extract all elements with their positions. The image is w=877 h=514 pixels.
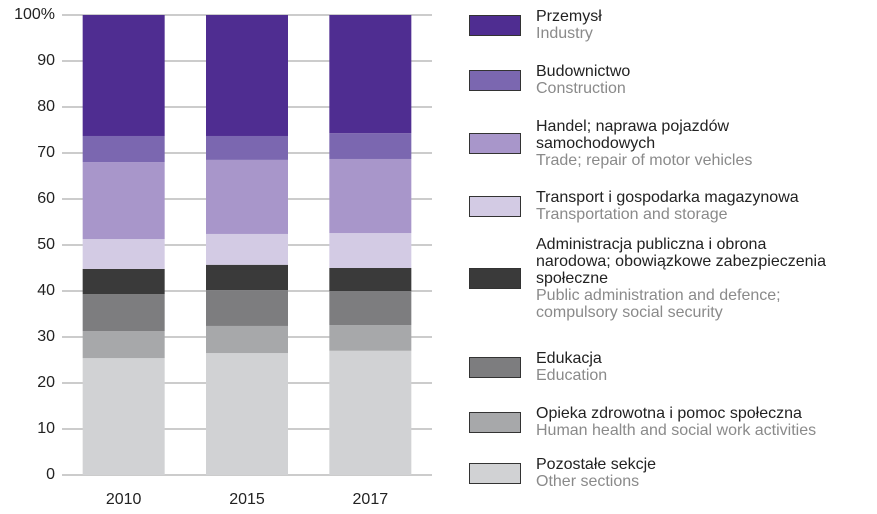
bar-segment — [82, 15, 165, 136]
bar-segment — [206, 264, 288, 291]
y-tick-label: 0 — [46, 466, 55, 483]
legend-item: Budownictwo Construction — [469, 63, 630, 97]
bar-segment — [82, 268, 165, 295]
legend-text: Pozostałe sekcje Other sections — [536, 456, 656, 490]
y-tick-label: 60 — [37, 190, 55, 207]
x-tick-label: 2017 — [353, 491, 389, 508]
y-tick-label: 10 — [37, 420, 55, 437]
legend-text: Edukacja Education — [536, 350, 607, 384]
bar-segment — [329, 325, 412, 351]
y-tick-label: 40 — [37, 282, 55, 299]
legend-swatch — [469, 411, 521, 433]
legend-label: Industry — [536, 25, 593, 42]
legend-label: Opieka zdrowotna i pomoc społeczna — [536, 405, 802, 422]
bar-segment — [82, 331, 165, 359]
legend-label: Budownictwo — [536, 63, 631, 80]
legend-label: Public administration and defence; compu… — [536, 287, 781, 321]
x-tick-label: 2015 — [229, 491, 265, 508]
bar-segment — [82, 162, 165, 240]
legend-label: Transportation and storage — [536, 206, 728, 223]
bar-segment — [206, 159, 288, 234]
legend-label: Construction — [536, 80, 626, 97]
bar-segment — [329, 233, 412, 268]
legend-label: Handel; naprawa pojazdów samochodowych — [536, 118, 730, 152]
legend-label: Other sections — [536, 473, 640, 490]
bar-segment — [329, 350, 412, 475]
legend-item: Handel; naprawa pojazdów samochodowych Tr… — [469, 118, 752, 169]
bar-segment — [206, 290, 288, 326]
legend-item: Edukacja Education — [469, 350, 607, 384]
bar-segment — [329, 15, 412, 134]
y-tick-label: 50 — [37, 236, 55, 253]
bar-segment — [206, 135, 288, 160]
legend-swatch — [469, 14, 521, 36]
legend-swatch — [469, 195, 521, 217]
bar-segment — [82, 239, 165, 269]
legend-label: Pozostałe sekcje — [536, 456, 657, 473]
legend-text: Opieka zdrowotna i pomoc społeczna Human … — [536, 405, 816, 439]
legend-label: Edukacja — [536, 350, 602, 367]
legend-text: Administracja publiczna i obrona narodow… — [536, 236, 826, 321]
bar-segment — [206, 325, 288, 354]
bar-segment — [329, 291, 412, 326]
y-tick-label: 100% — [14, 6, 55, 23]
y-tick-label: 80 — [37, 98, 55, 115]
x-tick-label: 2010 — [106, 491, 142, 508]
legend-item: Administracja publiczna i obrona narodow… — [469, 236, 826, 321]
legend-swatch — [469, 356, 521, 378]
legend-label: Transport i gospodarka magazynowa — [536, 189, 799, 206]
bar-segment — [82, 358, 165, 475]
legend-label: Human health and social work activities — [536, 422, 817, 439]
legend-swatch — [469, 69, 521, 91]
y-tick-label: 90 — [37, 52, 55, 69]
legend-label: Trade; repair of motor vehicles — [536, 152, 753, 169]
bar-segment — [329, 158, 412, 234]
legend-item: Przemysł Industry — [469, 8, 602, 42]
legend-item: Pozostałe sekcje Other sections — [469, 456, 656, 490]
legend-label: Education — [536, 367, 608, 384]
bar-segment — [82, 135, 165, 163]
legend-item: Opieka zdrowotna i pomoc społeczna Human … — [469, 405, 816, 439]
legend-item: Transport i gospodarka magazynowa Transpo… — [469, 189, 799, 223]
y-tick-label: 70 — [37, 144, 55, 161]
y-tick-label: 30 — [37, 328, 55, 345]
legend-swatch — [469, 268, 521, 289]
bar-segment — [82, 294, 165, 332]
legend-text: Transport i gospodarka magazynowa Transpo… — [536, 189, 799, 223]
bar-segment — [206, 233, 288, 265]
legend-text: Handel; naprawa pojazdów samochodowych Tr… — [536, 118, 752, 169]
legend-label: Przemysł — [536, 8, 602, 25]
bar-segment — [206, 15, 288, 136]
bar-segment — [206, 353, 288, 475]
bar-segment — [329, 133, 412, 159]
legend-text: Budownictwo Construction — [536, 63, 630, 97]
legend-text: Przemysł Industry — [536, 8, 602, 42]
bar-segment — [329, 268, 412, 291]
legend-swatch — [469, 133, 521, 154]
legend-label: Administracja publiczna i obrona narodow… — [536, 236, 826, 287]
y-tick-label: 20 — [37, 374, 55, 391]
legend-swatch — [469, 462, 521, 484]
